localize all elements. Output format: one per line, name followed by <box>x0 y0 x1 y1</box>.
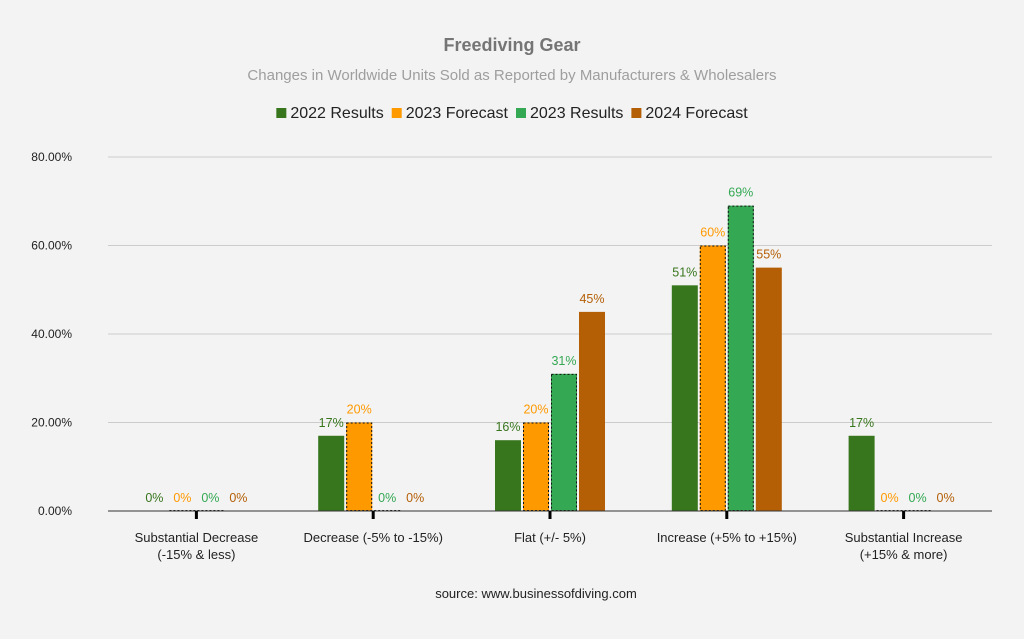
data-label: 0% <box>406 491 424 505</box>
y-tick-label: 40.00% <box>31 327 72 341</box>
x-tick-label: Substantial Increase <box>845 530 963 545</box>
bar <box>755 267 782 511</box>
bar <box>318 435 345 511</box>
x-tick-label: (-15% & less) <box>157 547 235 562</box>
data-label: 20% <box>347 403 372 417</box>
x-tick-label: Substantial Decrease <box>135 530 259 545</box>
data-label: 0% <box>937 491 955 505</box>
data-label: 31% <box>551 354 576 368</box>
x-tick-label: Decrease (-5% to -15%) <box>303 530 442 545</box>
x-tick-mark <box>194 511 198 519</box>
data-label: 0% <box>145 491 163 505</box>
data-label: 51% <box>672 265 697 279</box>
data-label: 17% <box>319 416 344 430</box>
data-label: 20% <box>523 403 548 417</box>
legend-swatch <box>516 108 526 118</box>
legend-swatch <box>631 108 642 118</box>
gridlines <box>108 156 992 423</box>
legend-item: 2022 Results <box>276 105 384 122</box>
bar <box>727 205 754 512</box>
data-label: 60% <box>700 226 725 240</box>
bar <box>848 435 875 511</box>
data-label: 0% <box>378 491 396 505</box>
chart-subtitle: Changes in Worldwide Units Sold as Repor… <box>247 67 776 84</box>
chart-title: Freediving Gear <box>443 35 580 55</box>
bar <box>699 245 726 511</box>
x-tick-mark <box>725 511 729 519</box>
y-tick-label: 0.00% <box>38 504 72 518</box>
data-label: 0% <box>173 491 191 505</box>
data-label: 69% <box>728 186 753 200</box>
bars: 0% 0% 0% 0%17%20%0% 0%16%20%31%45%51%60%69%5… <box>145 186 955 512</box>
data-label: 0% <box>909 491 927 505</box>
x-tick-label: Flat (+/- 5%) <box>514 530 586 545</box>
y-tick-label: 80.00% <box>31 150 72 164</box>
legend-item: 2023 Results <box>516 105 623 122</box>
legend-label: 2023 Forecast <box>406 105 509 122</box>
data-label: 0% <box>881 491 899 505</box>
x-tick-label: (+15% & more) <box>860 547 948 562</box>
bar <box>671 285 698 511</box>
legend-swatch <box>391 108 402 118</box>
bar <box>495 440 521 511</box>
legend: 2022 Results 2023 Forecast 2023 Results 202… <box>276 105 748 122</box>
bar <box>346 422 373 511</box>
legend-swatch <box>276 108 287 118</box>
legend-item: 2024 Forecast <box>631 105 748 122</box>
chart-source: source: www.businessofdiving.com <box>435 586 637 601</box>
data-label: 0% <box>229 491 247 505</box>
legend-label: 2022 Results <box>290 105 383 122</box>
data-label: 45% <box>579 292 604 306</box>
y-tick-label: 20.00% <box>31 416 72 430</box>
x-tick-mark <box>371 511 375 519</box>
x-tick-mark <box>548 511 552 519</box>
legend-item: 2023 Forecast <box>391 105 509 122</box>
x-tick-label: Increase (+5% to +15%) <box>657 530 797 545</box>
bar <box>523 422 549 511</box>
data-label: 0% <box>201 491 219 505</box>
x-axis: Substantial Decrease (-15% & less) Decreas… <box>108 510 992 562</box>
legend-label: 2023 Results <box>530 105 623 122</box>
bar <box>551 373 577 511</box>
x-tick-mark <box>902 511 906 519</box>
legend-label: 2024 Forecast <box>645 105 748 122</box>
y-tick-label: 60.00% <box>31 239 72 253</box>
bar <box>579 311 605 511</box>
y-axis: 0.00% 20.00% 40.00% 60.00% 80.00% <box>31 150 72 518</box>
data-label: 55% <box>756 248 781 262</box>
data-label: 16% <box>495 420 520 434</box>
data-label: 17% <box>849 416 874 430</box>
